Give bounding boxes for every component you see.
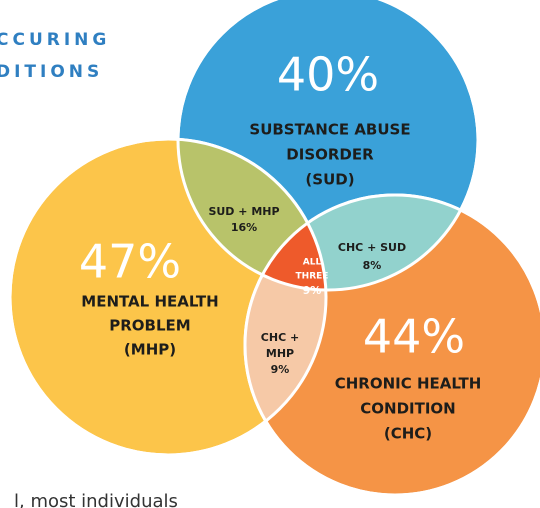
sud-label: DISORDER xyxy=(286,146,374,164)
mhp-label: (MHP) xyxy=(124,341,176,359)
mhp-percent: 47% xyxy=(79,235,181,289)
overlap-label: 8% xyxy=(363,259,382,272)
header-line: CCURING xyxy=(0,30,110,50)
outline xyxy=(243,193,540,497)
overlap-label: CHC + SUD xyxy=(338,241,406,254)
chc-label: (CHC) xyxy=(384,425,432,443)
overlap-label: MHP xyxy=(266,347,294,360)
overlap-label: 9% xyxy=(303,284,322,297)
overlap-label: THREE xyxy=(296,272,329,282)
overlap-label: 16% xyxy=(231,221,257,234)
chc-label: CONDITION xyxy=(360,400,455,418)
sud-label: SUBSTANCE ABUSE xyxy=(249,121,410,139)
chc-label: CHRONIC HEALTH xyxy=(335,375,482,393)
mhp-label: MENTAL HEALTH xyxy=(81,293,218,311)
outline xyxy=(8,137,328,457)
sud-mhp-overlap xyxy=(178,139,326,290)
sud-label: (SUD) xyxy=(305,171,354,189)
overlap-label: CHC + xyxy=(261,331,299,344)
header-line: DITIONS xyxy=(0,62,103,82)
mhp-label: PROBLEM xyxy=(109,317,190,335)
sud-percent: 40% xyxy=(277,48,379,102)
chc-percent: 44% xyxy=(363,310,465,364)
overlap-label: SUD + MHP xyxy=(208,205,279,218)
footer-text: l, most individuals xyxy=(14,491,178,508)
overlap-label: ALL xyxy=(303,258,322,268)
overlap-label: 9% xyxy=(271,363,290,376)
all-three-overlap xyxy=(245,195,326,290)
